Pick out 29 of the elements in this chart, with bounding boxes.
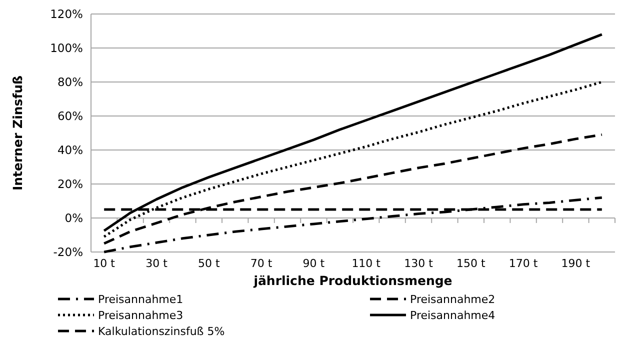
x-axis-title: jährliche Produktionsmenge [252,273,452,288]
y-tick-label: 0% [64,211,84,226]
y-tick-label: 40% [57,143,84,158]
x-tick-label: 70 t [250,257,273,270]
y-tick-label: 120% [50,7,84,22]
x-tick-label: 150 t [456,257,486,270]
x-tick-label: 30 t [146,257,168,270]
x-tick-label: 170 t [508,257,538,270]
y-tick-label: 100% [50,41,84,56]
legend-label: Kalkulationszinsfuß 5% [98,324,225,338]
y-tick-label: 60% [57,109,84,124]
y-tick-label: 20% [57,177,84,192]
y-axis-title: Interner Zinsfuß [10,75,25,191]
line-series [102,80,604,238]
line-series [102,196,604,254]
x-tick-label: 90 t [302,257,326,270]
x-tick-label: 50 t [198,257,220,270]
y-tick-label: -20% [53,245,84,260]
line-series [102,33,604,232]
x-tick-label: 130 t [404,257,434,270]
x-tick-label: 190 t [561,257,591,270]
legend-label: Preisannahme1 [98,292,184,306]
x-tick-label: 110 t [352,257,382,270]
legend-label: Preisannahme2 [410,292,496,306]
y-tick-label: 80% [57,75,84,90]
x-tick-label: 10 t [93,257,116,270]
legend-label: Preisannahme4 [410,308,496,322]
legend-label: Preisannahme3 [98,308,184,322]
line-series [102,133,604,245]
